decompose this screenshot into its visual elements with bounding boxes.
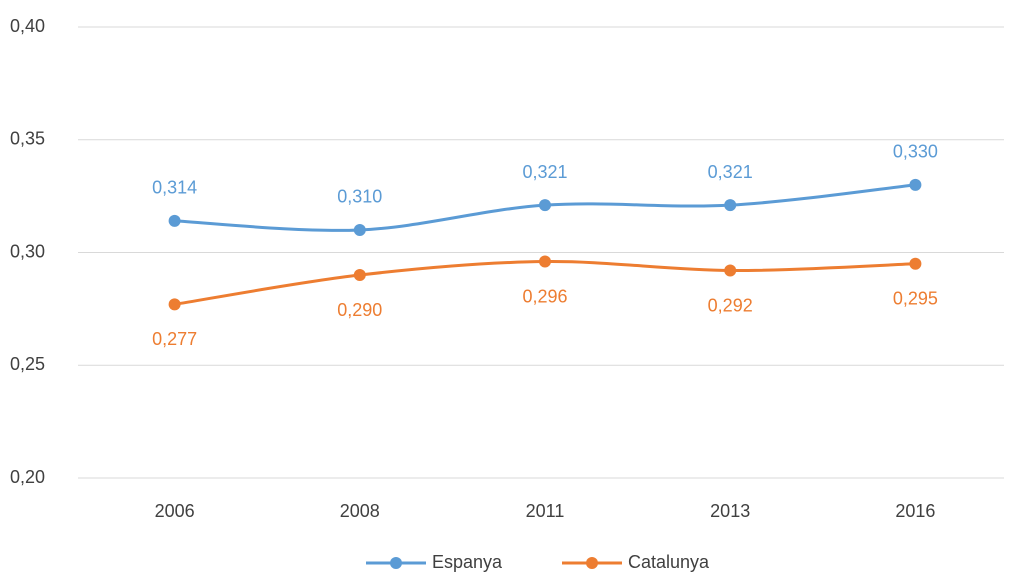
data-label: 0,321: [522, 162, 567, 182]
marker: [724, 199, 737, 212]
y-tick-label: 0,35: [10, 129, 45, 149]
y-tick-label: 0,30: [10, 241, 45, 261]
x-tick-label: 2008: [340, 501, 380, 521]
marker: [909, 257, 922, 270]
marker: [353, 223, 366, 236]
data-label: 0,310: [337, 187, 382, 207]
data-label: 0,290: [337, 300, 382, 320]
data-label: 0,277: [152, 329, 197, 349]
y-tick-label: 0,40: [10, 16, 45, 36]
marker: [539, 199, 551, 212]
data-label: 0,321: [708, 162, 753, 182]
marker: [168, 214, 181, 227]
y-tick-label: 0,25: [10, 354, 45, 374]
data-label: 0,330: [893, 142, 938, 162]
x-tick-label: 2011: [526, 501, 565, 521]
legend-marker: [390, 557, 402, 569]
data-label: 0,296: [522, 286, 567, 306]
legend-label: Catalunya: [628, 552, 710, 572]
legend-label: Espanya: [432, 552, 503, 572]
marker: [168, 298, 181, 311]
y-tick-label: 0,20: [10, 467, 45, 487]
marker: [539, 255, 551, 268]
data-label: 0,292: [708, 295, 753, 315]
marker: [353, 269, 366, 282]
data-label: 0,314: [152, 178, 197, 198]
legend-marker: [586, 557, 598, 569]
marker: [909, 178, 922, 191]
data-label: 0,295: [893, 289, 938, 309]
x-tick-label: 2016: [895, 501, 935, 521]
marker: [724, 264, 737, 277]
x-tick-label: 2006: [155, 501, 195, 521]
x-tick-label: 2013: [710, 501, 750, 521]
